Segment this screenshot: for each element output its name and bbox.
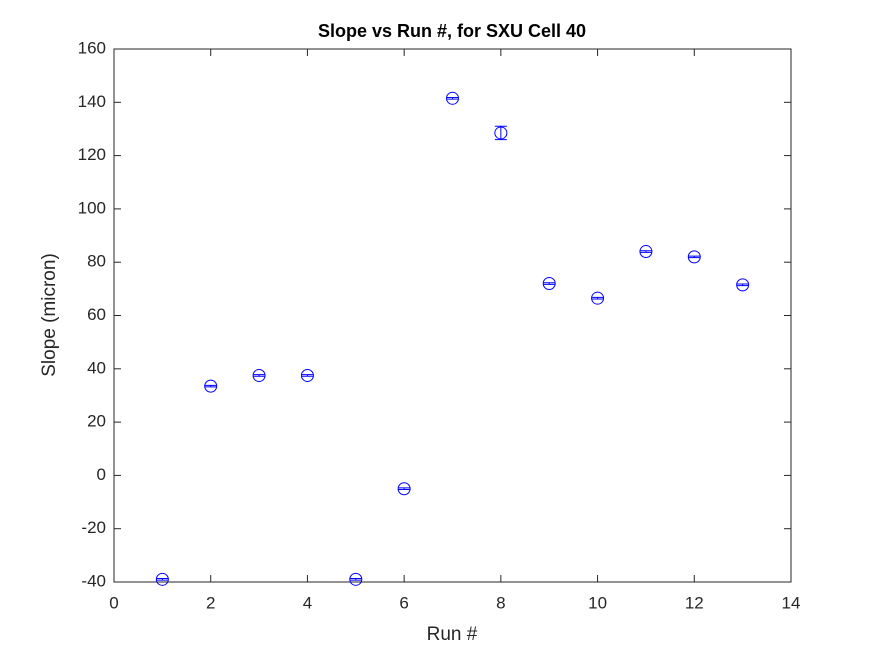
error-bar <box>494 125 507 141</box>
y-tick-label: -20 <box>81 518 106 537</box>
y-tick-label: 100 <box>78 198 106 217</box>
error-bar <box>639 250 652 253</box>
marker <box>204 379 218 393</box>
marker <box>446 91 459 105</box>
marker <box>687 250 701 264</box>
y-tick-label: 80 <box>87 252 106 271</box>
y-tick-label: 160 <box>78 38 106 57</box>
marker <box>300 368 314 382</box>
x-tick-label: 6 <box>399 593 408 612</box>
y-tick-label: 140 <box>78 92 106 111</box>
error-bar <box>688 255 701 259</box>
error-bar <box>204 384 217 388</box>
x-tick-label: 0 <box>109 593 118 612</box>
error-bar <box>253 374 266 377</box>
marker <box>639 245 653 259</box>
error-bar <box>736 283 749 287</box>
y-tick-label: 60 <box>87 305 106 324</box>
x-tick-label: 8 <box>496 593 505 612</box>
y-tick-label: 120 <box>78 145 106 164</box>
y-axis-label: Slope (micron) <box>39 253 60 377</box>
y-tick-label: 20 <box>87 412 106 431</box>
error-bar <box>398 487 411 491</box>
error-bar <box>156 578 169 581</box>
marker <box>542 277 556 291</box>
chart-title: Slope vs Run #, for SXU Cell 40 <box>318 21 586 41</box>
error-bar <box>349 578 362 581</box>
marker <box>155 572 169 586</box>
error-bar <box>446 97 459 100</box>
error-bar <box>591 296 604 300</box>
error-bar <box>543 282 556 285</box>
y-tick-label: 40 <box>87 358 106 377</box>
error-bar <box>301 374 314 377</box>
marker <box>494 126 508 140</box>
x-tick-label: 12 <box>685 593 704 612</box>
x-axis-label: Run # <box>427 624 478 645</box>
x-tick-label: 2 <box>206 593 215 612</box>
x-tick-label: 4 <box>303 593 312 612</box>
marker <box>591 291 605 305</box>
x-tick-label: 10 <box>588 593 607 612</box>
x-tick-label: 14 <box>782 593 801 612</box>
y-tick-label: -40 <box>81 571 106 590</box>
marker <box>252 368 266 382</box>
marker <box>349 572 363 586</box>
y-tick-label: 0 <box>97 465 106 484</box>
marker <box>397 482 411 496</box>
marker <box>736 278 750 292</box>
